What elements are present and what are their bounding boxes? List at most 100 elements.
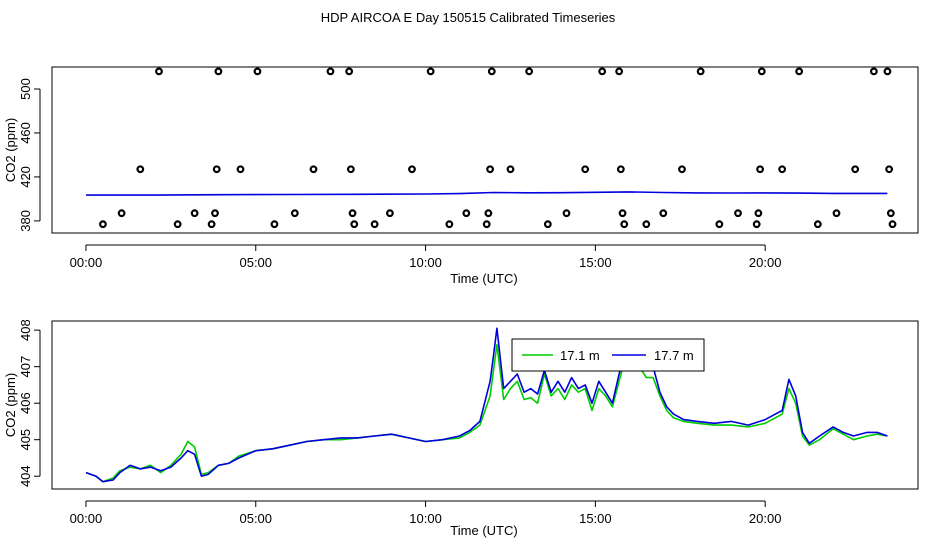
y-tick-label: 408	[18, 319, 33, 341]
calibration-point	[506, 165, 515, 174]
y-axis-label: CO2 (ppm)	[3, 373, 18, 437]
calibration-point	[581, 165, 590, 174]
x-tick-label: 20:00	[749, 511, 782, 526]
y-axis-label: CO2 (ppm)	[3, 118, 18, 182]
x-axis: 00:00 05:00 10:00 15:00 20:00	[70, 244, 782, 270]
page-title: HDP AIRCOA E Day 150515 Calibrated Times…	[321, 10, 616, 25]
x-tick-label: 00:00	[70, 255, 103, 270]
calibration-point	[484, 209, 493, 218]
x-axis-label: Time (UTC)	[450, 523, 517, 538]
calibration-point	[426, 67, 435, 76]
calibration-point	[618, 209, 627, 218]
calibration-point	[236, 165, 245, 174]
calibration-point	[642, 220, 651, 229]
timeseries-line	[86, 191, 888, 196]
y-tick-label: 460	[18, 122, 33, 144]
calibration-point	[190, 209, 199, 218]
calibration-point	[346, 165, 355, 174]
legend-label-17-1-m: 17.1 m	[560, 348, 600, 363]
calibration-point	[851, 165, 860, 174]
calibration-point	[482, 220, 491, 229]
calibration-point	[869, 67, 878, 76]
x-axis-label: Time (UTC)	[450, 271, 517, 286]
calibration-point	[832, 209, 841, 218]
calibration-point	[348, 209, 357, 218]
x-tick-label: 10:00	[409, 255, 442, 270]
calibration-point	[757, 67, 766, 76]
x-tick-label: 10:00	[409, 511, 442, 526]
calibration-point	[885, 165, 894, 174]
calibration-point	[345, 67, 354, 76]
legend-label-17-7-m: 17.7 m	[654, 348, 694, 363]
scatter-panel: 00:00 05:00 10:00 15:00 20:00 380 420 460 500 T…	[3, 66, 919, 286]
calibration-point	[350, 220, 359, 229]
calibration-point	[620, 220, 629, 229]
calibration-point	[696, 67, 705, 76]
y-tick-label: 500	[18, 78, 33, 100]
calibration-point	[136, 165, 145, 174]
calibration-point	[487, 67, 496, 76]
x-tick-label: 05:00	[239, 255, 272, 270]
x-tick-label: 15:00	[579, 255, 612, 270]
calibration-point	[598, 67, 607, 76]
calibration-point	[543, 220, 552, 229]
calibration-point	[99, 220, 107, 229]
calibration-point	[370, 220, 379, 229]
calibration-point	[888, 220, 897, 229]
series-line-17-7-m	[85, 327, 888, 483]
y-tick-label: 406	[18, 392, 33, 414]
x-tick-label: 15:00	[579, 511, 612, 526]
calibration-point	[173, 220, 182, 229]
calibration-point	[117, 209, 126, 218]
x-tick-label: 20:00	[749, 255, 782, 270]
calibration-point	[883, 67, 892, 76]
x-tick-label: 05:00	[239, 511, 272, 526]
y-axis: 380 420 460 500	[18, 78, 41, 232]
calibration-point	[386, 209, 394, 218]
plot-frame	[51, 66, 919, 234]
calibration-point	[486, 165, 494, 174]
calibration-point	[253, 67, 262, 76]
calibration-point	[778, 165, 787, 174]
calibration-point	[211, 209, 219, 218]
calibration-point	[715, 220, 724, 229]
x-tick-label: 00:00	[70, 511, 103, 526]
plot-frame	[51, 320, 919, 490]
calibration-point	[462, 209, 471, 218]
timeseries-panel: 00:00 05:00 10:00 15:00 20:00 40440540640740…	[3, 319, 919, 538]
calibration-point	[155, 67, 163, 76]
x-axis: 00:00 05:00 10:00 15:00 20:00	[70, 500, 782, 526]
calibration-point	[678, 165, 686, 174]
calibration-point	[756, 165, 764, 174]
calibration-point	[752, 220, 761, 229]
calibration-point	[795, 67, 804, 76]
y-tick-label: 404	[18, 465, 33, 487]
calibration-point	[270, 220, 279, 229]
calibration-point	[207, 220, 216, 229]
calibration-point	[659, 209, 668, 218]
calibration-point	[408, 165, 416, 174]
calibration-point	[326, 67, 335, 76]
calibration-point	[214, 67, 223, 76]
calibration-point	[615, 67, 624, 76]
y-tick-label: 407	[18, 356, 33, 378]
series-line-17-1-m	[85, 343, 888, 483]
calibration-point	[813, 220, 822, 229]
calibration-point	[309, 165, 318, 174]
legend: 17.1 m 17.7 m	[511, 338, 705, 372]
plot-area	[86, 67, 897, 229]
calibration-point	[290, 209, 299, 218]
y-tick-label: 420	[18, 166, 33, 188]
y-tick-label: 405	[18, 429, 33, 451]
calibration-point	[886, 209, 895, 218]
calibration-point	[734, 209, 742, 218]
plot-area	[85, 327, 888, 483]
y-tick-label: 380	[18, 210, 33, 232]
calibration-point	[616, 165, 625, 174]
calibration-point	[754, 209, 763, 218]
calibration-point	[562, 209, 571, 218]
calibration-point	[445, 220, 454, 229]
calibration-point	[525, 67, 534, 76]
y-axis: 404 405 406 407 408	[18, 319, 41, 487]
